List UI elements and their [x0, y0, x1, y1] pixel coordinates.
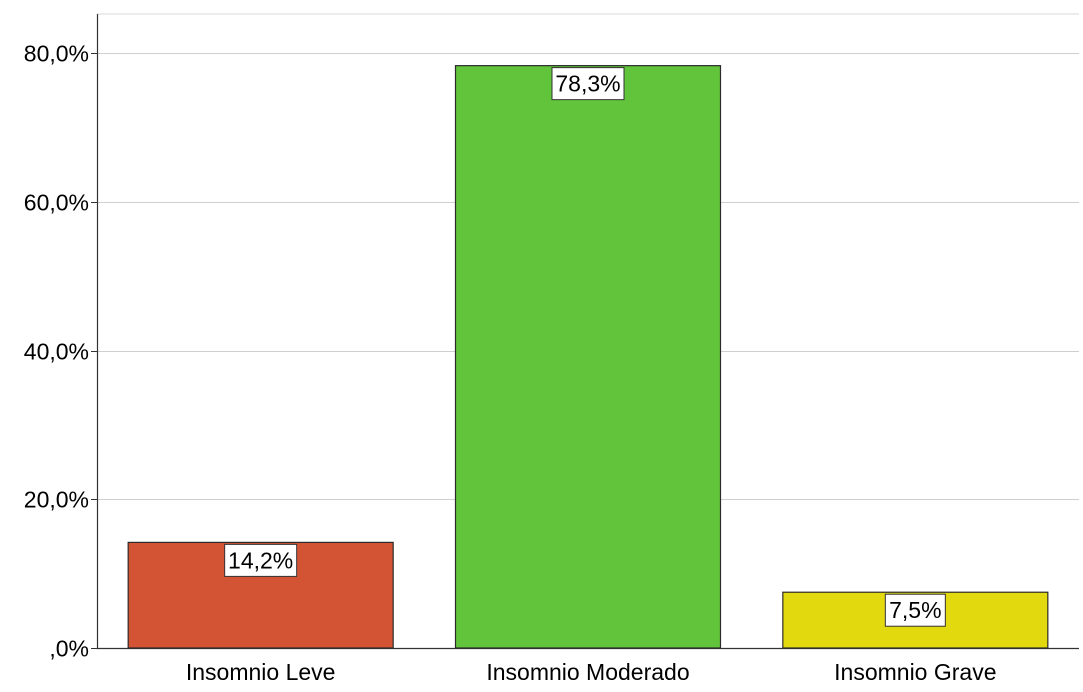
data-label: 78,3%	[555, 71, 620, 97]
bar	[454, 65, 722, 649]
data-label-box	[884, 593, 946, 627]
data-label: 7,5%	[889, 597, 941, 623]
y-tick-label: 80,0%	[24, 41, 89, 67]
x-tick-label: Insomnio Leve	[186, 659, 336, 685]
labels: 14,2% Insomnio Leve 78,3% Insomnio Moderado…	[186, 67, 997, 685]
data-label-box	[224, 543, 298, 577]
y-tick-label: 40,0%	[24, 339, 89, 365]
data-label-box	[551, 67, 625, 101]
x-tick-label: Insomnio Grave	[834, 659, 996, 685]
y-tick-label: 20,0%	[24, 487, 89, 513]
y-tick-label: ,0%	[49, 636, 89, 662]
bars	[127, 65, 1049, 649]
x-tick-label: Insomnio Moderado	[486, 659, 689, 685]
y-tick-label: 60,0%	[24, 190, 89, 216]
data-label: 14,2%	[228, 547, 293, 573]
